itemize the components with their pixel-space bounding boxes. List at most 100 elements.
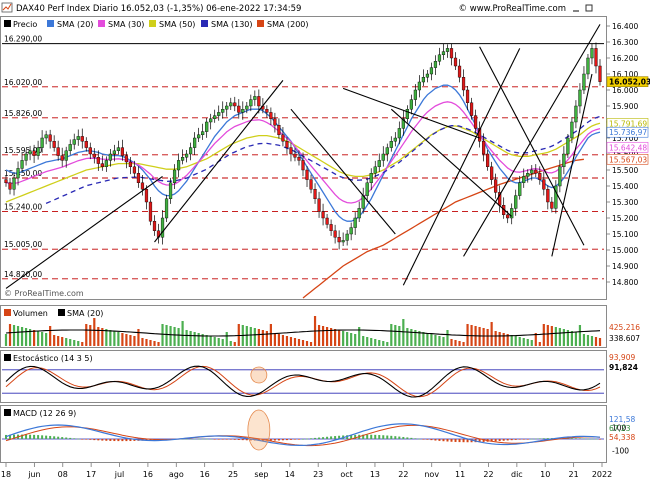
x-tick-label: 22 (398, 470, 408, 479)
y-tick-label: 15.100 (612, 230, 638, 239)
volume-bar (382, 341, 385, 346)
level-label: 16.290,00 (4, 35, 42, 44)
candle-body (526, 172, 530, 177)
candle-body (566, 137, 570, 155)
macd-histogram-bar (346, 435, 349, 439)
volume-bar (346, 332, 349, 346)
candle-body (20, 160, 24, 169)
volume-bar (498, 332, 501, 346)
x-tick-label: 25 (228, 470, 238, 479)
macd-tag: 54,338 (609, 433, 635, 442)
candle-body (417, 81, 421, 91)
macd-histogram-bar (89, 439, 92, 440)
candle-body (558, 166, 562, 187)
candle-body (353, 217, 357, 228)
volume-bar (530, 340, 533, 346)
volume-bar (197, 333, 200, 346)
legend-sma130: SMA (130) (211, 20, 253, 29)
volume-bar (374, 339, 377, 346)
volume-bar (253, 328, 256, 346)
candle-body (48, 134, 52, 142)
highlight-ellipse (250, 366, 268, 384)
candle-body (100, 163, 104, 168)
x-tick-label: 08 (58, 470, 68, 479)
macd-histogram-bar (314, 437, 317, 439)
candle-body (518, 182, 522, 196)
candle-body (490, 166, 494, 180)
candle-body (132, 166, 137, 174)
volume-bar (582, 334, 586, 346)
minimize-icon[interactable] (571, 3, 581, 13)
macd-histogram-bar (470, 439, 473, 443)
x-tick-label: sep (254, 470, 268, 479)
price-tag: 15.567,03 (609, 155, 647, 164)
candle-body (281, 134, 285, 142)
volume-bar (125, 334, 128, 346)
volume-bar (201, 334, 204, 346)
macd-histogram-bar (277, 439, 280, 441)
trend-line (479, 46, 585, 246)
volume-bar (506, 334, 509, 346)
macd-histogram-bar (386, 435, 389, 439)
y-tick-label: 15.300 (612, 198, 638, 207)
volume-bar (277, 334, 281, 346)
volume-bar (181, 321, 184, 346)
candle-body (209, 118, 213, 123)
volume-bar (494, 331, 497, 346)
y-tick-label: 15.000 (612, 246, 638, 255)
candle-body (60, 155, 64, 161)
candle-body (116, 147, 120, 152)
volume-bar (189, 331, 192, 346)
macd-histogram-bar (570, 438, 573, 439)
volume-bar (554, 327, 557, 346)
macd-histogram-bar (326, 436, 329, 439)
candle-body (449, 48, 454, 59)
volume-bar (518, 337, 521, 346)
macd-histogram-bar (37, 435, 40, 439)
candle-body (289, 147, 293, 155)
volume-bar (12, 325, 16, 346)
macd-histogram-bar (494, 439, 497, 442)
macd-histogram-bar (350, 435, 353, 439)
volume-sma-line (5, 329, 601, 337)
candle-body (377, 160, 381, 167)
macd-histogram-bar (362, 434, 365, 439)
volume-bar (442, 337, 445, 346)
volume-bar (325, 327, 329, 346)
candle-body (144, 188, 149, 203)
x-tick-label: jul (114, 470, 125, 479)
volume-bar (305, 341, 309, 346)
volume-bar (558, 328, 561, 346)
macd-tag: 121,58 (609, 415, 635, 424)
candle-body (321, 211, 325, 219)
volume-bar (149, 340, 152, 346)
candle-body (598, 65, 602, 82)
volume-bar (193, 332, 196, 346)
macd-histogram-bar (209, 438, 212, 440)
macd-histogram-bar (422, 439, 425, 440)
volume-bar (141, 338, 144, 346)
candle-body (253, 96, 257, 100)
macd-histogram-bar (599, 439, 601, 440)
y-tick-label: 16.400 (612, 22, 638, 31)
macd-histogram-bar (310, 438, 313, 439)
watermark: © ProRealTime.com (4, 289, 84, 298)
x-tick-label: 23 (313, 470, 323, 479)
trend-line (342, 87, 480, 139)
macd-histogram-bar (221, 439, 224, 440)
chart-title: DAX40 Perf Index Diario 16.052,03 (-1,35… (16, 4, 301, 14)
macd-histogram-bar (450, 439, 453, 442)
candle-body (241, 108, 245, 113)
level-label: 15.450,00 (4, 169, 42, 178)
candle-body (510, 208, 514, 219)
volume-legend: Volumen SMA (20) (2, 307, 110, 318)
macd-histogram-bar (438, 439, 441, 441)
candle-body (453, 57, 458, 67)
macd-histogram-bar (21, 434, 24, 439)
maximize-icon[interactable] (584, 3, 594, 13)
macd-histogram-bar (213, 439, 216, 440)
candle-body (301, 160, 305, 171)
candle-body (582, 73, 586, 91)
macd-histogram-bar (285, 439, 288, 441)
